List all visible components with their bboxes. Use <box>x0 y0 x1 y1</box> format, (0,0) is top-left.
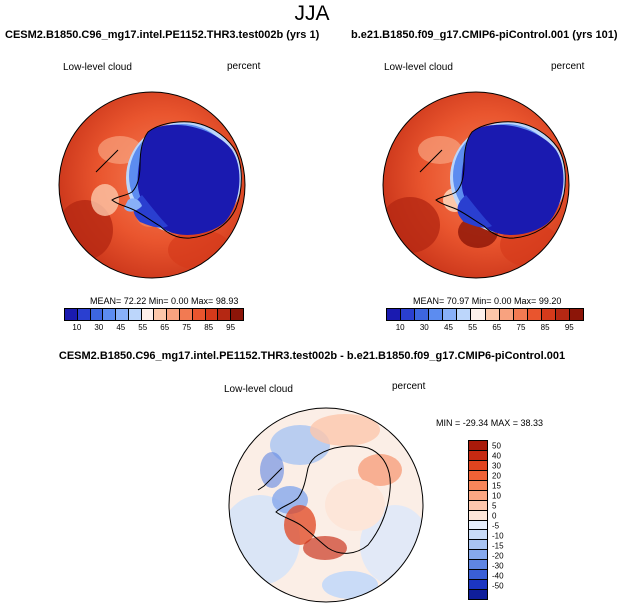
panel1-colorbar-swatch <box>77 309 91 320</box>
panel2-colorbar-swatch <box>471 309 486 320</box>
panel2-colorbar-swatch <box>541 309 556 320</box>
diff-title: CESM2.B1850.C96_mg17.intel.PE1152.THR3.t… <box>58 350 566 362</box>
panel2-colorbar-swatch <box>429 309 444 320</box>
panel2-colorbar-swatch <box>387 309 402 320</box>
panel2-stats: MEAN= 70.97 Min= 0.00 Max= 99.20 <box>413 296 562 306</box>
panel2-colorbar-swatch <box>527 309 542 320</box>
diff-colorbar-swatch <box>469 570 487 581</box>
panel1-colorbar-swatch <box>65 309 78 320</box>
panel1-colorbar <box>64 308 244 321</box>
panel2-colorbar-swatch <box>457 309 472 320</box>
panel1-colorbar-label: 85 <box>204 323 214 332</box>
diff-minmax: MIN = -29.34 MAX = 38.33 <box>436 418 544 428</box>
page-title: JJA <box>294 2 330 25</box>
panel2-colorbar-label: 85 <box>540 323 550 332</box>
panel1-colorbar-label: 65 <box>160 323 170 332</box>
panel1-colorbar-label: 75 <box>182 323 192 332</box>
diff-colorbar-swatch <box>469 560 487 571</box>
panel1-colorbar-swatch <box>103 309 117 320</box>
panel1-colorbar-label: 45 <box>116 323 126 332</box>
panel1-colorbar-label: 95 <box>226 323 236 332</box>
panel2-colorbar <box>386 308 584 321</box>
diff-colorbar-label: 40 <box>492 451 501 460</box>
panel1-colorbar-swatch <box>231 309 243 320</box>
panel1-colorbar-swatch <box>141 309 155 320</box>
panel2-colorbar-swatch <box>401 309 416 320</box>
diff-colorbar-label: 30 <box>492 461 501 470</box>
diff-colorbar-label: 20 <box>492 471 501 480</box>
diff-colorbar-label: -30 <box>492 561 504 570</box>
panel2-colorbar-swatch <box>415 309 430 320</box>
panel2-field-label: Low-level cloud <box>384 62 453 73</box>
panel2-colorbar-swatch <box>555 309 571 320</box>
diff-colorbar-swatch <box>469 540 487 551</box>
diff-colorbar-swatch <box>469 480 487 491</box>
panel1-colorbar-swatch <box>154 309 168 320</box>
panel1-colorbar-swatch <box>116 309 129 320</box>
diff-colorbar-label: -50 <box>492 581 504 590</box>
panel2-colorbar-swatch <box>443 309 458 320</box>
panel2-colorbar-label: 65 <box>492 323 502 332</box>
panel2-units-label: percent <box>551 61 585 72</box>
panel1-colorbar-label: 30 <box>94 323 104 332</box>
panel1-colorbar-swatch <box>205 309 219 320</box>
diff-colorbar-label: -40 <box>492 571 504 580</box>
panel1-colorbar-swatch <box>192 309 206 320</box>
panel1-field-label: Low-level cloud <box>63 62 132 73</box>
diff-colorbar-swatch <box>469 590 487 599</box>
panel2-colorbar-label: 10 <box>395 323 405 332</box>
panel2-colorbar-label: 95 <box>564 323 574 332</box>
diff-colorbar-label: -10 <box>492 531 504 540</box>
diff-colorbar-swatch <box>469 520 487 531</box>
panel1-colorbar-swatch <box>218 309 232 320</box>
diff-colorbar-swatch <box>469 510 487 521</box>
diff-colorbar-swatch <box>469 550 487 561</box>
diff-colorbar-label: -20 <box>492 551 504 560</box>
diff-colorbar-label: 5 <box>492 501 497 510</box>
diff-colorbar-label: 50 <box>492 441 501 450</box>
panel2-colorbar-label: 75 <box>516 323 526 332</box>
diff-units-label: percent <box>392 381 426 392</box>
panel2-colorbar-label: 55 <box>468 323 478 332</box>
diff-field-label: Low-level cloud <box>224 384 293 395</box>
panel2-colorbar-swatch <box>513 309 528 320</box>
panel2-colorbar-swatch <box>570 309 584 320</box>
diff-colorbar-swatch <box>469 460 487 471</box>
diff-colorbar-label: -5 <box>492 521 500 530</box>
panel1-case-title: CESM2.B1850.C96_mg17.intel.PE1152.THR3.t… <box>5 29 320 41</box>
panel1-colorbar-swatch <box>167 309 181 320</box>
diff-colorbar-swatch <box>469 470 487 481</box>
panel1-units-label: percent <box>227 61 261 72</box>
diff-colorbar-swatch <box>469 500 487 511</box>
diff-colorbar-label: 15 <box>492 481 501 490</box>
diff-colorbar-label: -15 <box>492 541 504 550</box>
panel1-colorbar-label: 10 <box>72 323 82 332</box>
panel2-colorbar-label: 30 <box>419 323 429 332</box>
panel2-colorbar-swatch <box>485 309 500 320</box>
panel1-colorbar-swatch <box>90 309 104 320</box>
diff-colorbar-swatch <box>469 530 487 541</box>
panel1-colorbar-swatch <box>128 309 142 320</box>
panel1-colorbar-label: 55 <box>138 323 148 332</box>
diff-colorbar-swatch <box>469 580 487 591</box>
diff-colorbar-swatch <box>469 441 487 451</box>
diff-colorbar-swatch <box>469 490 487 501</box>
panel2-case-title: b.e21.B1850.f09_g17.CMIP6-piControl.001 … <box>351 29 618 41</box>
diff-colorbar-label: 0 <box>492 511 497 520</box>
panel1-colorbar-swatch <box>180 309 193 320</box>
panel1-stats: MEAN= 72.22 Min= 0.00 Max= 98.93 <box>90 296 239 306</box>
panel2-colorbar-swatch <box>499 309 514 320</box>
diff-colorbar <box>468 440 488 600</box>
panel2-colorbar-label: 45 <box>444 323 453 332</box>
diff-colorbar-label: 10 <box>492 491 501 500</box>
diff-colorbar-swatch <box>469 450 487 461</box>
